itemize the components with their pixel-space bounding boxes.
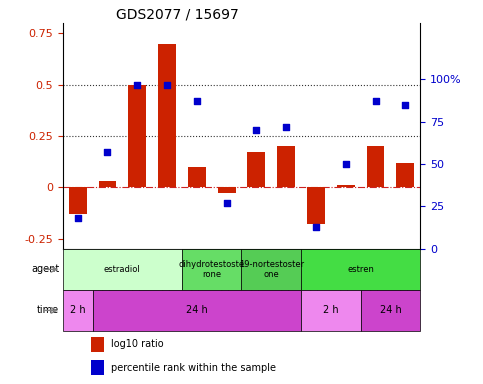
Text: percentile rank within the sample: percentile rank within the sample [112,363,276,373]
Point [342,161,350,167]
Bar [307,187,325,224]
Point [133,81,141,88]
Text: 24 h: 24 h [186,305,208,315]
Text: time: time [37,305,59,315]
Bar [301,249,420,290]
Text: 19-nortestoster
one: 19-nortestoster one [239,260,304,279]
Bar [99,181,116,187]
Bar [361,290,420,331]
Bar [247,152,265,187]
Text: log10 ratio: log10 ratio [112,339,164,349]
Point [104,149,112,156]
Bar [63,249,182,290]
Point [312,224,320,230]
Bar [158,43,176,187]
Text: 2 h: 2 h [70,305,85,315]
Text: 2 h: 2 h [323,305,339,315]
Bar [218,187,236,194]
Text: estren: estren [347,265,374,274]
Text: 24 h: 24 h [380,305,401,315]
Bar [128,84,146,187]
Bar [337,185,355,187]
Point [74,215,82,222]
Point [401,102,409,108]
Bar [367,146,384,187]
Point [372,98,380,104]
Text: GDS2077 / 15697: GDS2077 / 15697 [116,8,239,22]
Text: estradiol: estradiol [104,265,141,274]
Bar [91,361,104,375]
Bar [93,290,301,331]
Point [253,127,260,133]
Bar [277,146,295,187]
Point [193,98,201,104]
Bar [397,162,414,187]
Point [282,124,290,130]
Bar [69,187,86,214]
Bar [188,167,206,187]
Point [223,200,230,206]
Text: agent: agent [31,264,59,274]
Text: dihydrotestoste
rone: dihydrotestoste rone [179,260,245,279]
Bar [242,249,301,290]
Bar [63,290,93,331]
Point [163,81,171,88]
Bar [91,337,104,352]
Bar [301,290,361,331]
Bar [182,249,242,290]
